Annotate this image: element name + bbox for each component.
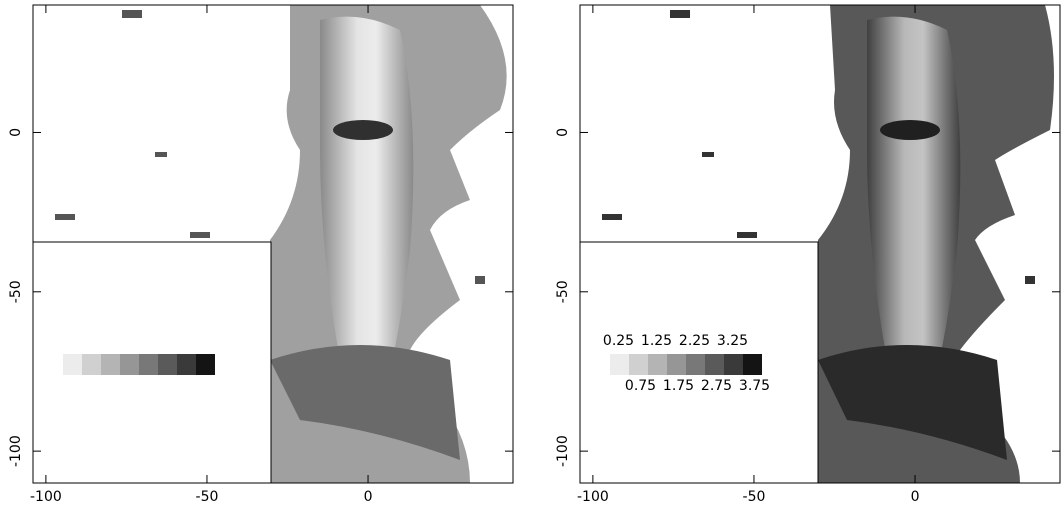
- x-tick-label: -100: [30, 489, 62, 505]
- axes-frame: [579, 4, 1061, 484]
- x-tick-label: -50: [743, 489, 766, 505]
- map-image: [55, 5, 507, 483]
- colorbar-swatch: [724, 354, 743, 375]
- y-tick-label: -50: [555, 280, 571, 303]
- colorbar-swatch: [743, 354, 762, 375]
- colorbar-swatch: [705, 354, 724, 375]
- y-tick-label: -100: [8, 435, 24, 467]
- colorbar-swatch: [686, 354, 705, 375]
- colorbar-swatch: [82, 354, 101, 375]
- x-tick-label: -100: [577, 489, 609, 505]
- colorbar-label: 1.75: [663, 378, 694, 394]
- colorbar-label: 2.75: [701, 378, 732, 394]
- axes-frame: [32, 4, 514, 484]
- y-tick-label: -50: [8, 280, 24, 303]
- colorbar-swatch: [139, 354, 158, 375]
- x-tick-label: 0: [911, 489, 920, 505]
- colorbar-swatch: [177, 354, 196, 375]
- colorbar-label: 1.25: [641, 333, 672, 349]
- y-tick-label: 0: [8, 128, 24, 137]
- colorbar-swatch: [101, 354, 120, 375]
- y-tick-label: -100: [555, 435, 571, 467]
- colorbar-swatch: [667, 354, 686, 375]
- colorbar-swatch: [648, 354, 667, 375]
- colorbar-label: 3.25: [717, 333, 748, 349]
- colorbar-label: 0.25: [603, 333, 634, 349]
- colorbar-swatch: [158, 354, 177, 375]
- x-tick-label: 0: [364, 489, 373, 505]
- colorbar-label: 2.25: [679, 333, 710, 349]
- colorbar-swatch: [120, 354, 139, 375]
- colorbar-swatch: [63, 354, 82, 375]
- y-tick-label: 0: [555, 128, 571, 137]
- colorbar-swatch: [629, 354, 648, 375]
- x-tick-label: -50: [196, 489, 219, 505]
- map-image: [602, 5, 1054, 483]
- colorbar-label: 3.75: [739, 378, 770, 394]
- colorbar-swatch: [610, 354, 629, 375]
- colorbar-label: 0.75: [625, 378, 656, 394]
- colorbar-swatch: [196, 354, 215, 375]
